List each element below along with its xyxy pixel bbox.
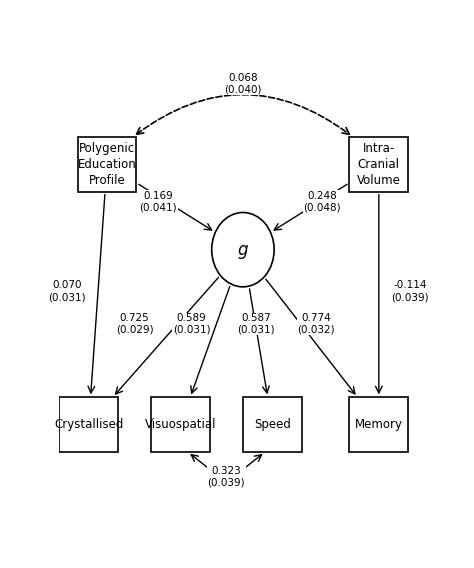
Text: -0.114
(0.039): -0.114 (0.039)	[391, 281, 429, 302]
Text: Crystallised: Crystallised	[54, 418, 123, 431]
Text: 0.070
(0.031): 0.070 (0.031)	[48, 281, 86, 302]
FancyArrowPatch shape	[228, 454, 262, 481]
FancyArrowPatch shape	[191, 454, 224, 481]
Text: 0.169
(0.041): 0.169 (0.041)	[140, 191, 177, 212]
FancyArrowPatch shape	[88, 194, 105, 393]
FancyBboxPatch shape	[78, 137, 137, 192]
FancyBboxPatch shape	[59, 397, 118, 452]
Text: 0.587
(0.031): 0.587 (0.031)	[237, 313, 274, 335]
FancyArrowPatch shape	[139, 184, 211, 230]
Text: Visuospatial: Visuospatial	[145, 418, 216, 431]
Text: 0.323
(0.039): 0.323 (0.039)	[208, 466, 245, 488]
Circle shape	[212, 212, 274, 287]
Text: 0.068
(0.040): 0.068 (0.040)	[224, 73, 262, 94]
Text: Memory: Memory	[355, 418, 403, 431]
Text: 0.248
(0.048): 0.248 (0.048)	[303, 191, 341, 212]
FancyArrowPatch shape	[375, 194, 382, 393]
FancyArrowPatch shape	[249, 289, 269, 393]
Text: 0.589
(0.031): 0.589 (0.031)	[173, 313, 210, 335]
FancyBboxPatch shape	[151, 397, 210, 452]
FancyArrowPatch shape	[191, 286, 230, 393]
Text: 0.774
(0.032): 0.774 (0.032)	[298, 313, 335, 335]
Text: Intra-
Cranial
Volume: Intra- Cranial Volume	[357, 142, 401, 187]
FancyBboxPatch shape	[349, 137, 408, 192]
FancyBboxPatch shape	[243, 397, 301, 452]
Text: Speed: Speed	[254, 418, 291, 431]
FancyArrowPatch shape	[137, 95, 349, 134]
Text: 0.725
(0.029): 0.725 (0.029)	[116, 313, 154, 335]
FancyArrowPatch shape	[266, 279, 355, 394]
Text: Polygenic
Education
Profile: Polygenic Education Profile	[78, 142, 137, 187]
Text: g: g	[237, 241, 248, 258]
FancyArrowPatch shape	[116, 277, 219, 394]
FancyArrowPatch shape	[274, 184, 347, 230]
FancyBboxPatch shape	[349, 397, 408, 452]
